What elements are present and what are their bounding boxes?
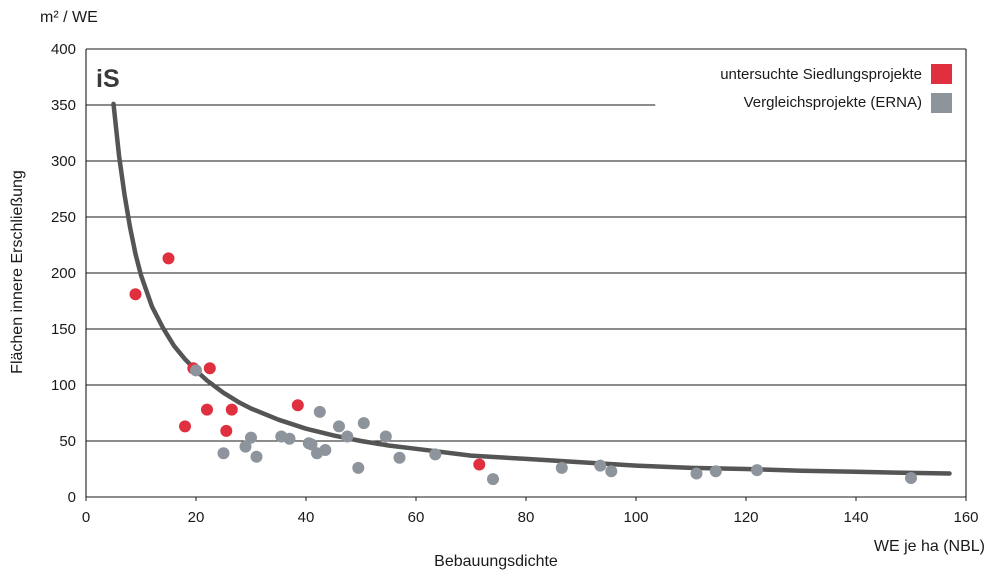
point-erna-10	[313, 405, 326, 418]
point-studied-5	[203, 362, 216, 375]
point-erna-11	[319, 444, 332, 456]
legend: untersuchte Siedlungsprojekte Vergleichs…	[720, 64, 952, 113]
y-tick-label-50: 50	[59, 433, 76, 450]
x-tick-label-0: 0	[82, 509, 90, 526]
point-erna-15	[357, 417, 370, 430]
point-erna-0	[190, 364, 202, 377]
x-tick-label-140: 140	[843, 509, 868, 526]
x-tick-label-100: 100	[623, 509, 648, 526]
point-erna-6	[283, 432, 296, 445]
point-erna-8	[305, 438, 318, 451]
x-unit-label: WE je ha (NBL)	[874, 538, 985, 555]
legend-label-studied: untersuchte Siedlungsprojekte	[720, 66, 922, 83]
point-studied-0	[129, 288, 142, 301]
x-tick-label-20: 20	[188, 509, 205, 526]
point-erna-2	[239, 440, 252, 453]
point-erna-13	[341, 430, 354, 443]
trend-curve	[111, 101, 952, 476]
y-tick-label-0: 0	[68, 489, 76, 506]
x-tick-label-40: 40	[298, 509, 315, 526]
y-axis-title: Flächen innere Erschließung	[9, 170, 26, 374]
y-tick-label-300: 300	[51, 153, 76, 170]
trend-curve-layer	[111, 101, 952, 476]
point-erna-4	[250, 450, 263, 463]
point-erna-24	[709, 465, 722, 478]
point-erna-19	[487, 473, 499, 486]
legend-swatch-erna	[931, 93, 952, 113]
y-tick-label-350: 350	[51, 97, 76, 114]
x-tick-label-60: 60	[408, 509, 425, 526]
x-axis-title: Bebauungsdichte	[434, 553, 558, 570]
y-tick-label-400: 400	[51, 41, 76, 58]
x-tick-label-160: 160	[953, 509, 978, 526]
y-tick-label-200: 200	[51, 265, 76, 282]
point-erna-17	[393, 451, 406, 464]
point-studied-1	[162, 252, 175, 265]
point-erna-26	[905, 472, 917, 484]
point-studied-4	[201, 403, 213, 416]
data-points	[129, 252, 917, 486]
x-tick-label-120: 120	[733, 509, 758, 526]
y-tick-label-150: 150	[51, 321, 76, 338]
point-erna-22	[605, 465, 618, 478]
point-erna-25	[751, 464, 763, 477]
logo: iS	[96, 65, 120, 93]
point-erna-20	[555, 461, 568, 474]
point-studied-2	[179, 420, 191, 433]
logo-text: iS	[96, 65, 120, 93]
grid-lines	[85, 48, 967, 498]
point-studied-7	[225, 403, 238, 416]
point-studied-6	[220, 424, 233, 437]
legend-swatch-studied	[931, 64, 952, 84]
y-unit-label: m² / WE	[40, 9, 98, 26]
y-tick-label-100: 100	[51, 377, 76, 394]
point-erna-3	[245, 431, 257, 444]
tick-labels: 0 50 100 150 200 250 300 350 400 0 20 40 60 80 100 120 1…	[51, 41, 979, 526]
point-erna-21	[594, 459, 607, 472]
point-erna-1	[217, 447, 230, 460]
point-erna-14	[352, 461, 365, 474]
point-erna-18	[429, 448, 442, 461]
point-erna-23	[690, 467, 703, 480]
point-erna-16	[379, 430, 392, 443]
point-erna-12	[333, 420, 345, 433]
x-tick-label-80: 80	[518, 509, 535, 526]
y-tick-label-250: 250	[51, 209, 76, 226]
legend-label-erna: Vergleichsprojekte (ERNA)	[744, 94, 922, 111]
point-studied-9	[473, 458, 486, 471]
point-studied-8	[291, 399, 304, 412]
